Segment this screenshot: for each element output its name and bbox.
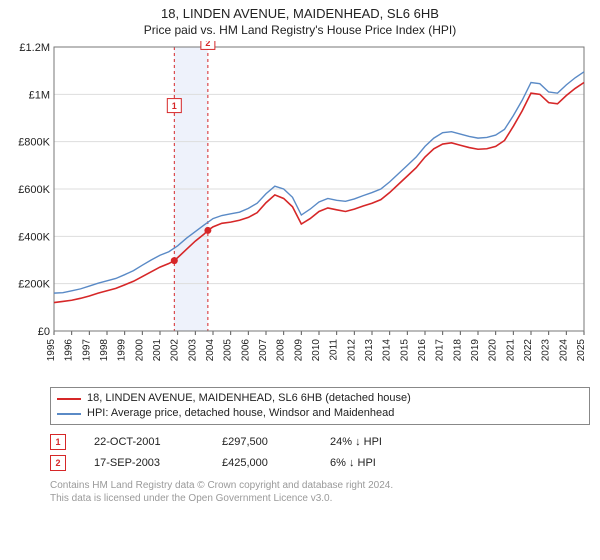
svg-text:2014: 2014 <box>382 339 393 362</box>
chart-title-subtitle: Price paid vs. HM Land Registry's House … <box>10 23 590 37</box>
svg-text:£0: £0 <box>38 326 50 338</box>
svg-text:2004: 2004 <box>205 339 216 362</box>
legend-label: HPI: Average price, detached house, Wind… <box>87 406 394 421</box>
footer-line: Contains HM Land Registry data © Crown c… <box>50 480 590 493</box>
svg-text:2011: 2011 <box>329 339 340 361</box>
svg-text:2008: 2008 <box>276 339 287 362</box>
svg-text:2023: 2023 <box>541 339 552 362</box>
transaction-date: 17-SEP-2003 <box>94 457 194 469</box>
transaction-marker-dot <box>204 227 211 234</box>
licence-footer: Contains HM Land Registry data © Crown c… <box>50 480 590 505</box>
svg-text:£200K: £200K <box>18 279 50 291</box>
svg-text:2001: 2001 <box>152 339 163 362</box>
svg-text:2013: 2013 <box>364 339 375 362</box>
legend-item: HPI: Average price, detached house, Wind… <box>57 406 581 421</box>
svg-text:2002: 2002 <box>170 339 181 362</box>
chart-title-address: 18, LINDEN AVENUE, MAIDENHEAD, SL6 6HB <box>10 6 590 21</box>
series-property <box>54 83 584 303</box>
svg-text:2018: 2018 <box>452 339 463 362</box>
legend-label: 18, LINDEN AVENUE, MAIDENHEAD, SL6 6HB (… <box>87 391 411 406</box>
legend-swatch <box>57 413 81 415</box>
svg-text:2012: 2012 <box>346 339 357 362</box>
svg-text:2007: 2007 <box>258 339 269 362</box>
svg-text:2022: 2022 <box>523 339 534 362</box>
svg-text:£800K: £800K <box>18 137 50 149</box>
svg-text:2000: 2000 <box>134 339 145 362</box>
svg-text:2016: 2016 <box>417 339 428 362</box>
svg-text:1995: 1995 <box>46 339 57 362</box>
svg-text:2003: 2003 <box>187 339 198 362</box>
transaction-date: 22-OCT-2001 <box>94 436 194 448</box>
svg-text:1998: 1998 <box>99 339 110 362</box>
svg-text:1996: 1996 <box>64 339 75 362</box>
footer-line: This data is licensed under the Open Gov… <box>50 493 590 506</box>
legend: 18, LINDEN AVENUE, MAIDENHEAD, SL6 6HB (… <box>50 387 590 425</box>
legend-swatch <box>57 398 81 400</box>
transaction-delta: 6% ↓ HPI <box>330 457 376 469</box>
transaction-price: £297,500 <box>222 436 302 448</box>
transaction-row: 1 22-OCT-2001 £297,500 24% ↓ HPI <box>50 434 590 450</box>
svg-text:1997: 1997 <box>81 339 92 362</box>
price-chart: £0 £200K £400K £600K £800K £1M £1.2M 1995 1996 19… <box>10 41 590 381</box>
transaction-marker-icon: 2 <box>50 455 66 471</box>
transaction-row: 2 17-SEP-2003 £425,000 6% ↓ HPI <box>50 455 590 471</box>
svg-text:2009: 2009 <box>293 339 304 362</box>
svg-text:1: 1 <box>172 101 177 111</box>
series-hpi <box>54 72 584 293</box>
transaction-delta: 24% ↓ HPI <box>330 436 382 448</box>
transaction-price: £425,000 <box>222 457 302 469</box>
svg-text:£1M: £1M <box>29 89 50 101</box>
transaction-marker-dot <box>171 257 178 264</box>
svg-text:2005: 2005 <box>223 339 234 362</box>
svg-text:2017: 2017 <box>435 339 446 362</box>
svg-text:2020: 2020 <box>488 339 499 362</box>
price-chart-svg: £0 £200K £400K £600K £800K £1M £1.2M 1995 1996 19… <box>10 41 590 381</box>
svg-text:2019: 2019 <box>470 339 481 362</box>
svg-text:£600K: £600K <box>18 184 50 196</box>
svg-text:2021: 2021 <box>505 339 516 362</box>
svg-text:2024: 2024 <box>558 339 569 362</box>
svg-text:2: 2 <box>205 41 210 48</box>
svg-text:2015: 2015 <box>399 339 410 362</box>
legend-item: 18, LINDEN AVENUE, MAIDENHEAD, SL6 6HB (… <box>57 391 581 406</box>
transactions-table: 1 22-OCT-2001 £297,500 24% ↓ HPI 2 17-SEP-200… <box>50 429 590 476</box>
transaction-marker-icon: 1 <box>50 434 66 450</box>
svg-text:1999: 1999 <box>117 339 128 362</box>
svg-text:£400K: £400K <box>18 231 50 243</box>
svg-text:2025: 2025 <box>576 339 587 362</box>
svg-text:2006: 2006 <box>240 339 251 362</box>
svg-text:£1.2M: £1.2M <box>19 42 50 54</box>
svg-text:2010: 2010 <box>311 339 322 362</box>
